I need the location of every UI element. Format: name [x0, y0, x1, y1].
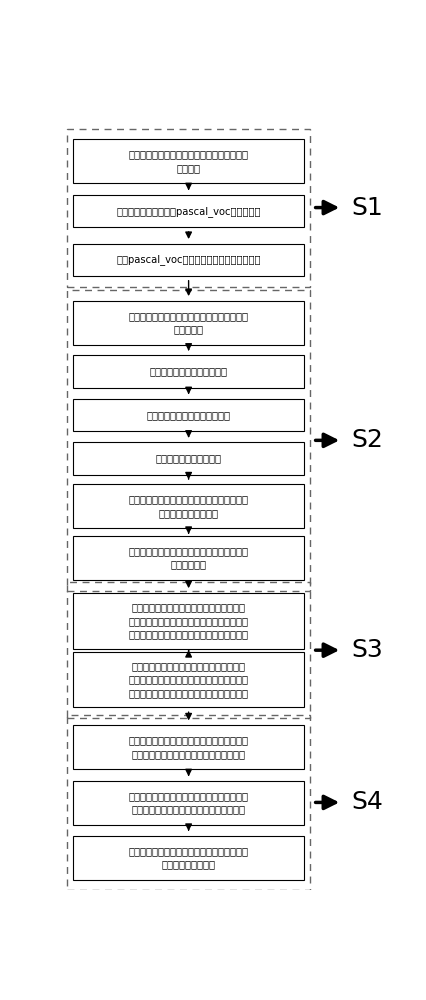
Text: 在原数据集的基础上，根据裁剪边界值和缩放
因子，得到局部数据集: 在原数据集的基础上，根据裁剪边界值和缩放 因子，得到局部数据集	[129, 495, 249, 518]
Text: 将全局检测结果和局部检测结果进行非极大值
抑制，得到最终结果: 将全局检测结果和局部检测结果进行非极大值 抑制，得到最终结果	[129, 846, 249, 869]
FancyBboxPatch shape	[73, 536, 304, 580]
Text: S2: S2	[351, 428, 383, 452]
FancyBboxPatch shape	[73, 484, 304, 528]
FancyBboxPatch shape	[73, 139, 304, 183]
Text: S4: S4	[351, 790, 383, 814]
Text: 将小人脸局部检测器结果坐标进行线性变换，
得到在全局检测器的坐标尺度下的新坐标值: 将小人脸局部检测器结果坐标进行线性变换， 得到在全局检测器的坐标尺度下的新坐标值	[129, 736, 249, 759]
FancyBboxPatch shape	[73, 836, 304, 880]
FancyBboxPatch shape	[73, 725, 304, 769]
Text: 测试阶段，当全局检测器每检测到一张小人
脸，就在周围裁剪出一张子图片，并放大，将
此子图片输入小人脸检测器，得到精细化结果: 测试阶段，当全局检测器每检测到一张小人 脸，就在周围裁剪出一张子图片，并放大，将…	[129, 603, 249, 639]
Text: 利用局部数据集训练小人脸局部检测器与大人
脸局部检测器: 利用局部数据集训练小人脸局部检测器与大人 脸局部检测器	[129, 546, 249, 570]
Text: 收集公开的人脸数据集，利用数据增强方式扩
充数据集: 收集公开的人脸数据集，利用数据增强方式扩 充数据集	[129, 150, 249, 173]
Text: 将扩充的数据集转换成pascal_voc数据集格式: 将扩充的数据集转换成pascal_voc数据集格式	[116, 206, 261, 217]
Text: 将大人脸局部检测器结果坐标进行线性变换，
得到在全局检测器的坐标尺度下的新坐标值: 将大人脸局部检测器结果坐标进行线性变换， 得到在全局检测器的坐标尺度下的新坐标值	[129, 791, 249, 815]
FancyBboxPatch shape	[73, 593, 304, 649]
Text: 利用pascal_voc格式的数据集训练全局检测器: 利用pascal_voc格式的数据集训练全局检测器	[116, 254, 261, 265]
FancyBboxPatch shape	[73, 355, 304, 388]
Text: 利用箱型图，对数据集做尺度值的数据清洗，
处理异常值: 利用箱型图，对数据集做尺度值的数据清洗， 处理异常值	[129, 311, 249, 334]
FancyBboxPatch shape	[73, 781, 304, 825]
FancyBboxPatch shape	[73, 399, 304, 431]
FancyBboxPatch shape	[73, 442, 304, 475]
FancyBboxPatch shape	[73, 301, 304, 345]
Text: 测试阶段，当全局检测器每检测到一张大人
脸，就在周围裁剪出一张子图片，并缩小，将
此子图片输入大人脸检测器，得到精细化结果: 测试阶段，当全局检测器每检测到一张大人 脸，就在周围裁剪出一张子图片，并缩小，将…	[129, 661, 249, 698]
Text: 确定数据集尺度的均值和方差: 确定数据集尺度的均值和方差	[150, 367, 227, 377]
Text: 确定小人脸和大人脸的尺度边界: 确定小人脸和大人脸的尺度边界	[147, 410, 230, 420]
FancyBboxPatch shape	[73, 195, 304, 227]
FancyBboxPatch shape	[73, 244, 304, 276]
Text: S3: S3	[351, 638, 383, 662]
Text: S1: S1	[351, 196, 383, 220]
FancyBboxPatch shape	[73, 652, 304, 707]
Text: 确定裁剪边界和缩放因子: 确定裁剪边界和缩放因子	[155, 454, 222, 464]
